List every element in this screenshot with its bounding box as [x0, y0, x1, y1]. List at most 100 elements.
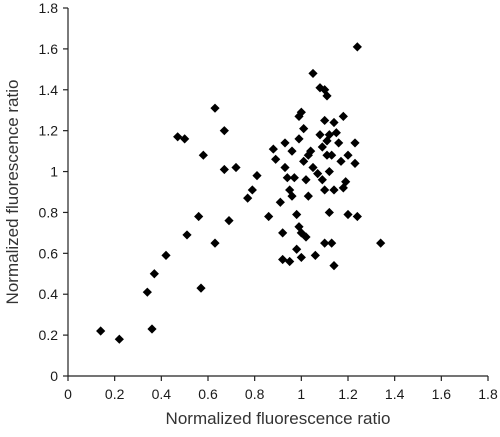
- data-point: [147, 324, 157, 334]
- data-point: [320, 115, 330, 126]
- data-point: [301, 232, 311, 242]
- data-point: [324, 166, 334, 177]
- data-point: [317, 175, 327, 185]
- data-point: [315, 130, 325, 140]
- data-point: [334, 138, 344, 148]
- data-point: [299, 124, 309, 134]
- data-point: [352, 211, 362, 222]
- y-tick-label: 0: [50, 368, 58, 384]
- data-point: [299, 156, 309, 166]
- data-point: [322, 91, 332, 101]
- data-point: [327, 238, 337, 248]
- y-axis-title: Normalized fluorescence ratio: [3, 80, 22, 305]
- x-tick-label: 0.8: [245, 386, 265, 402]
- data-point: [322, 150, 332, 160]
- data-point: [231, 162, 241, 173]
- data-point: [224, 216, 234, 226]
- data-point: [320, 238, 330, 248]
- x-tick-label: 1.8: [478, 386, 498, 402]
- data-point: [96, 326, 106, 336]
- data-point: [161, 250, 171, 260]
- data-point: [285, 185, 295, 195]
- data-point: [278, 228, 288, 238]
- axes: [67, 8, 488, 377]
- x-axis-title: Normalized fluorescence ratio: [166, 409, 391, 428]
- y-tick-label: 1: [50, 164, 58, 180]
- data-point: [275, 197, 285, 207]
- data-point: [287, 191, 297, 201]
- x-tick-label: 0: [64, 386, 72, 402]
- data-point: [296, 107, 306, 117]
- data-point: [198, 150, 208, 160]
- data-point: [350, 158, 360, 168]
- data-point: [268, 144, 278, 154]
- data-point: [327, 150, 337, 160]
- data-point: [264, 211, 274, 222]
- x-tick-label: 1.2: [338, 386, 358, 402]
- data-point: [196, 283, 206, 293]
- data-point: [301, 175, 311, 185]
- data-point: [114, 334, 124, 344]
- data-point: [317, 142, 327, 152]
- x-tick-label: 0.4: [152, 386, 172, 402]
- data-points: [96, 42, 386, 344]
- data-point: [289, 173, 299, 183]
- data-point: [324, 130, 334, 140]
- data-point: [320, 185, 330, 195]
- data-point: [303, 191, 313, 201]
- data-point: [329, 261, 339, 271]
- data-point: [282, 173, 292, 183]
- data-point: [329, 117, 339, 128]
- data-point: [210, 103, 220, 113]
- x-tick-label: 0.2: [105, 386, 125, 402]
- data-point: [252, 171, 262, 181]
- data-point: [352, 42, 362, 52]
- data-point: [173, 132, 183, 142]
- data-point: [310, 250, 320, 260]
- data-point: [341, 177, 351, 187]
- data-point: [219, 126, 229, 136]
- data-point: [324, 207, 334, 218]
- data-point: [331, 128, 341, 138]
- data-point: [180, 134, 190, 144]
- data-point: [294, 134, 304, 144]
- x-axis-ticks: 0 0.2 0.4 0.6 0.8 1 1.2 1.4 1.6 1.8: [64, 376, 498, 402]
- y-tick-label: 0.2: [39, 327, 59, 343]
- data-point: [285, 256, 295, 267]
- data-point: [343, 209, 353, 220]
- data-point: [210, 238, 220, 248]
- data-point: [320, 85, 330, 95]
- data-point: [350, 138, 360, 148]
- data-point: [292, 209, 302, 220]
- data-point: [376, 238, 386, 248]
- data-point: [278, 254, 288, 265]
- y-tick-label: 1.4: [39, 82, 59, 98]
- x-tick-label: 1: [297, 386, 305, 402]
- data-point: [194, 211, 204, 222]
- y-axis-ticks: 0 0.2 0.4 0.6 0.8 1 1.2 1.4 1.6 1.8: [39, 0, 68, 384]
- data-point: [280, 138, 290, 148]
- y-tick-label: 0.4: [39, 286, 59, 302]
- y-tick-label: 0.6: [39, 245, 59, 261]
- data-point: [313, 169, 323, 179]
- data-point: [308, 162, 318, 173]
- x-tick-label: 1.6: [432, 386, 452, 402]
- data-point: [149, 269, 159, 279]
- data-point: [308, 68, 318, 79]
- data-point: [247, 185, 257, 195]
- data-point: [219, 164, 229, 175]
- data-point: [306, 146, 316, 156]
- y-tick-label: 1.8: [39, 0, 59, 16]
- data-point: [343, 150, 353, 160]
- y-tick-label: 0.8: [39, 204, 59, 220]
- data-point: [142, 287, 152, 297]
- data-point: [296, 252, 306, 263]
- data-point: [271, 154, 281, 164]
- data-point: [336, 156, 346, 166]
- x-tick-label: 1.4: [385, 386, 405, 402]
- y-tick-label: 1.6: [39, 41, 59, 57]
- data-point: [292, 244, 302, 254]
- data-point: [287, 146, 297, 156]
- x-tick-label: 0.6: [198, 386, 218, 402]
